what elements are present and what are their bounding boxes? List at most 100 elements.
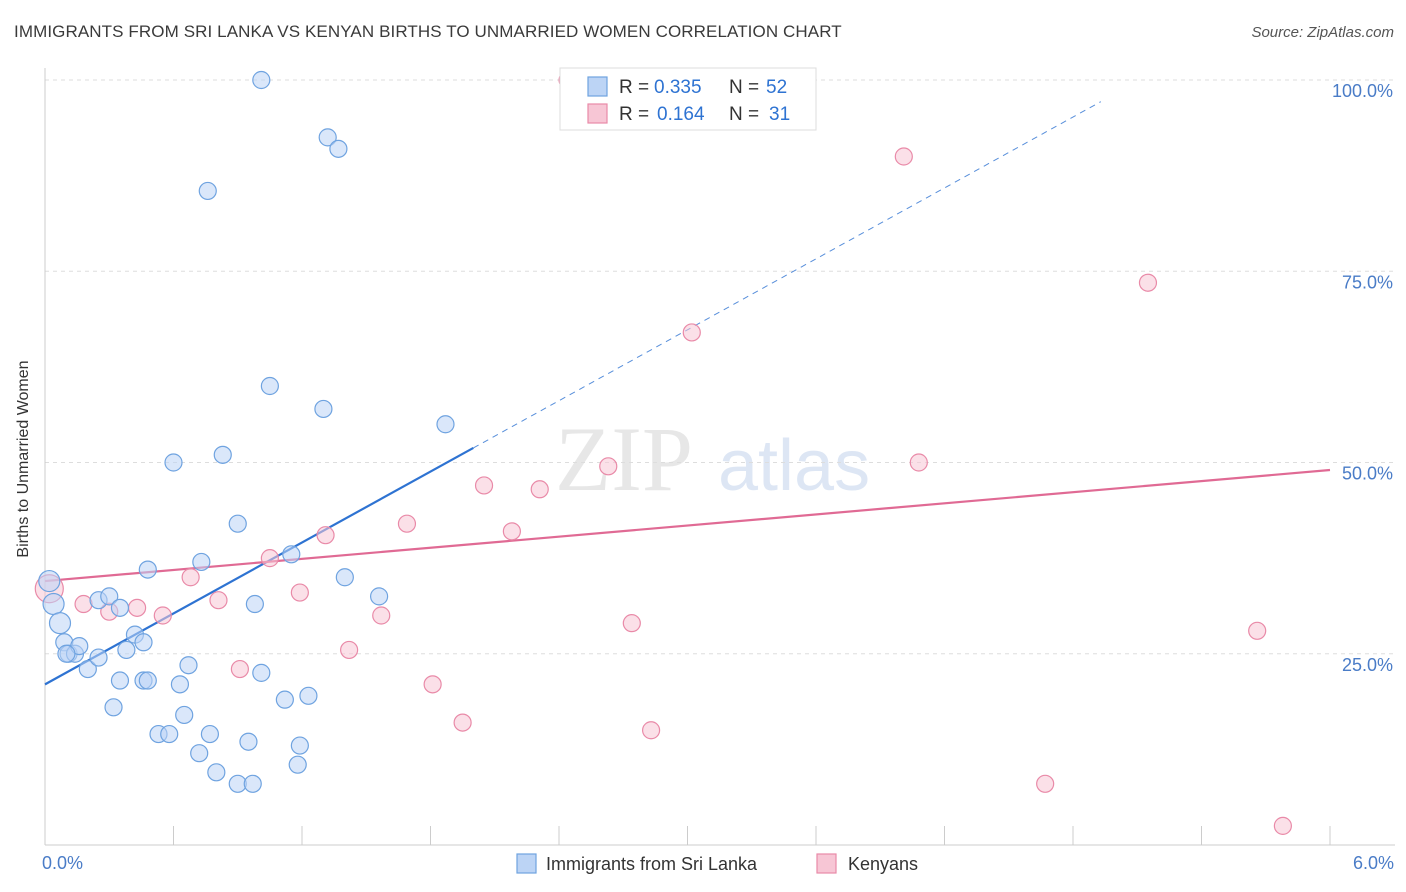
y-tick-label: 50.0% bbox=[1342, 464, 1393, 484]
kenyans-point bbox=[641, 721, 661, 740]
sri-lanka-point bbox=[170, 675, 190, 694]
series-legend-label-kenyans: Kenyans bbox=[848, 854, 918, 874]
y-tick-label: 100.0% bbox=[1332, 81, 1393, 101]
kenyans-point bbox=[397, 514, 417, 533]
stats-r-label-2: R = bbox=[619, 104, 649, 125]
sri-lanka-point bbox=[179, 656, 198, 675]
kenyans-point bbox=[474, 476, 494, 495]
kenyans-point bbox=[316, 526, 335, 545]
sri-lanka-point bbox=[314, 399, 333, 419]
watermark: ZIP atlas bbox=[555, 408, 870, 510]
sri-lanka-point bbox=[104, 698, 123, 717]
sri-lanka-point bbox=[117, 640, 136, 660]
kenyans-point bbox=[340, 640, 359, 660]
sri-lanka-trend-line bbox=[44, 447, 474, 686]
sri-lanka-point bbox=[200, 724, 220, 744]
sri-lanka-point bbox=[207, 763, 226, 782]
source-credit: Source: ZipAtlas.com bbox=[1251, 24, 1394, 41]
stats-n-label-2: N = bbox=[729, 104, 759, 125]
stats-legend: R = 0.335 N = 52 R = 0.164 N = 31 bbox=[559, 67, 817, 131]
sri-lanka-point bbox=[38, 569, 61, 593]
stats-r-label-1: R = bbox=[619, 77, 649, 98]
kenyans-point bbox=[230, 659, 249, 679]
kenyans-point bbox=[502, 522, 521, 541]
series-legend-label-sri-lanka: Immigrants from Sri Lanka bbox=[546, 854, 758, 874]
series-legend-swatch-kenyans bbox=[816, 853, 837, 874]
kenyans-point bbox=[530, 480, 549, 499]
x-tick-label-min: 0.0% bbox=[42, 853, 83, 873]
stats-n-value-1: 52 bbox=[766, 77, 787, 98]
kenyans-point bbox=[599, 457, 618, 476]
sri-lanka-point bbox=[198, 181, 217, 201]
kenyans-point bbox=[909, 453, 928, 472]
sri-lanka-point bbox=[239, 732, 258, 751]
sri-lanka-point bbox=[299, 686, 318, 705]
sri-lanka-point bbox=[110, 671, 130, 690]
sri-lanka-point bbox=[213, 445, 232, 464]
stats-legend-swatch-pink bbox=[587, 103, 608, 124]
sri-lanka-trend-extension bbox=[473, 101, 1102, 449]
sri-lanka-point bbox=[138, 560, 157, 579]
watermark-zip: ZIP bbox=[555, 408, 693, 510]
sri-lanka-point bbox=[318, 128, 337, 147]
sri-lanka-point bbox=[252, 663, 271, 682]
series-legend: Immigrants from Sri Lanka Kenyans bbox=[516, 853, 918, 874]
sri-lanka-point bbox=[245, 594, 264, 614]
kenyans-point bbox=[453, 713, 472, 732]
kenyans-point bbox=[372, 606, 391, 625]
x-tick-label-max: 6.0% bbox=[1353, 853, 1394, 873]
sri-lanka-point bbox=[190, 744, 209, 763]
kenyans-point bbox=[127, 598, 147, 617]
kenyans-point bbox=[894, 147, 913, 166]
chart-title: IMMIGRANTS FROM SRI LANKA VS KENYAN BIRT… bbox=[14, 22, 842, 41]
kenyans-trend-line bbox=[44, 468, 1331, 583]
trend-lines bbox=[44, 101, 1331, 686]
kenyans-point bbox=[181, 568, 200, 587]
sri-lanka-point bbox=[370, 587, 389, 606]
series-legend-swatch-sri-lanka bbox=[516, 853, 537, 874]
axes: 25.0% 50.0% 75.0% 100.0% 0.0% 6.0% bbox=[42, 68, 1395, 873]
kenyans-point bbox=[290, 583, 309, 602]
y-tick-label: 75.0% bbox=[1342, 272, 1393, 292]
kenyans-point bbox=[682, 323, 701, 342]
sri-lanka-point bbox=[138, 671, 157, 690]
kenyans-point bbox=[209, 591, 228, 610]
sri-lanka-point bbox=[228, 514, 247, 533]
sri-lanka-point bbox=[290, 736, 309, 755]
sri-lanka-point bbox=[329, 139, 348, 158]
kenyans-point bbox=[1138, 273, 1158, 292]
sri-lanka-point bbox=[134, 633, 153, 652]
stats-n-value-2: 31 bbox=[769, 104, 790, 125]
kenyans-point bbox=[260, 549, 279, 568]
stats-r-value-1: 0.335 bbox=[654, 77, 702, 98]
sri-lanka-point bbox=[436, 415, 455, 434]
sri-lanka-point bbox=[192, 552, 211, 572]
sri-lanka-point bbox=[160, 724, 179, 744]
sri-lanka-point bbox=[275, 690, 294, 709]
sri-lanka-point bbox=[335, 568, 354, 587]
sri-lanka-point bbox=[164, 453, 183, 472]
kenyans-point bbox=[74, 594, 93, 614]
sri-lanka-point bbox=[42, 592, 65, 616]
sri-lanka-point bbox=[282, 545, 301, 564]
y-tick-label: 25.0% bbox=[1342, 655, 1393, 675]
sri-lanka-point bbox=[89, 648, 108, 667]
watermark-atlas: atlas bbox=[718, 426, 870, 506]
sri-lanka-point bbox=[48, 612, 72, 635]
stats-legend-swatch-blue bbox=[587, 76, 608, 97]
kenyans-point bbox=[1273, 816, 1292, 835]
kenyans-point bbox=[1036, 774, 1055, 793]
kenyans-point bbox=[1248, 621, 1267, 640]
kenyans-point bbox=[423, 675, 442, 694]
sri-lanka-point bbox=[110, 598, 130, 617]
sri-lanka-point bbox=[100, 587, 119, 606]
kenyans-point bbox=[153, 606, 172, 625]
gridlines bbox=[45, 79, 1395, 655]
sri-lanka-point bbox=[252, 70, 271, 90]
sri-lanka-point bbox=[260, 376, 279, 396]
sri-lanka-point bbox=[243, 774, 262, 793]
sri-lanka-point bbox=[57, 644, 76, 663]
kenyans-point bbox=[622, 614, 641, 633]
sri-lanka-point bbox=[288, 755, 307, 774]
